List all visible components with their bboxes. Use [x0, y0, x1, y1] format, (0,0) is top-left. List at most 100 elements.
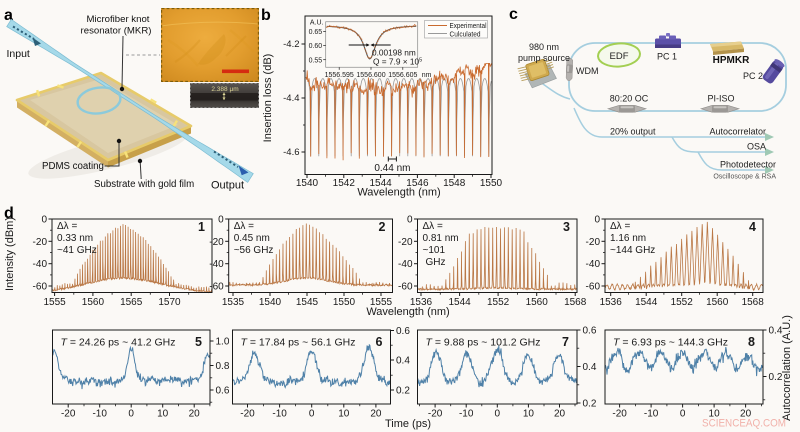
svg-text:Δλ =: Δλ = — [610, 221, 630, 232]
svg-text:10: 10 — [523, 409, 535, 420]
svg-text:1544: 1544 — [635, 297, 658, 308]
svg-text:20: 20 — [189, 409, 201, 420]
svg-text:HPMKR: HPMKR — [713, 55, 750, 66]
svg-text:a: a — [4, 7, 13, 24]
svg-text:0.2: 0.2 — [396, 386, 410, 397]
svg-text:-40: -40 — [586, 259, 601, 270]
svg-text:10: 10 — [157, 409, 169, 420]
svg-text:10: 10 — [338, 409, 350, 420]
svg-text:0.81 nm: 0.81 nm — [423, 233, 459, 244]
svg-text:-4.2: -4.2 — [283, 39, 299, 50]
svg-text:-60: -60 — [398, 282, 413, 293]
svg-text:80:20 OC: 80:20 OC — [610, 94, 649, 104]
svg-text:1545: 1545 — [296, 297, 319, 308]
svg-text:Microfiber knot: Microfiber knot — [87, 14, 150, 25]
svg-text:1556.595: 1556.595 — [325, 72, 354, 79]
svg-text:20: 20 — [554, 409, 566, 420]
svg-text:1555: 1555 — [43, 297, 66, 308]
svg-text:0.55: 0.55 — [309, 57, 323, 64]
svg-text:~41 GHz: ~41 GHz — [57, 245, 97, 256]
svg-text:0.65: 0.65 — [309, 29, 323, 36]
svg-text:1552: 1552 — [671, 297, 694, 308]
svg-text:1556.605: 1556.605 — [388, 72, 417, 79]
svg-text:0.44 nm: 0.44 nm — [374, 163, 410, 174]
svg-text:OSA: OSA — [747, 142, 766, 152]
svg-text:c: c — [509, 6, 518, 23]
svg-text:1555: 1555 — [370, 297, 393, 308]
svg-text:1560: 1560 — [82, 297, 105, 308]
svg-text:-20: -20 — [33, 237, 48, 248]
svg-text:1542: 1542 — [333, 178, 356, 189]
svg-text:1: 1 — [198, 220, 205, 234]
svg-text:Time (ps): Time (ps) — [385, 418, 431, 430]
svg-text:Intensity (dBm): Intensity (dBm) — [4, 217, 16, 291]
svg-text:20: 20 — [740, 409, 752, 420]
svg-text:0: 0 — [594, 215, 600, 226]
svg-text:10: 10 — [709, 409, 721, 420]
svg-text:PI-ISO: PI-ISO — [707, 94, 734, 104]
svg-text:Input: Input — [7, 48, 30, 60]
svg-text:Insertion loss (dB): Insertion loss (dB) — [262, 54, 274, 143]
svg-text:Autocorrelation (A.U.): Autocorrelation (A.U.) — [781, 315, 793, 421]
svg-text:1.16 nm: 1.16 nm — [610, 233, 646, 244]
svg-text:PDMS coating: PDMS coating — [42, 161, 104, 172]
svg-text:8: 8 — [748, 335, 755, 349]
svg-text:SCIENCEAQ.COM: SCIENCEAQ.COM — [702, 418, 786, 430]
svg-text:-60: -60 — [209, 282, 224, 293]
svg-text:0: 0 — [680, 409, 686, 420]
svg-text:1546: 1546 — [406, 178, 429, 189]
svg-text:~144 GHz: ~144 GHz — [610, 245, 655, 256]
svg-text:0.45 nm: 0.45 nm — [234, 233, 270, 244]
svg-text:Substrate with gold film: Substrate with gold film — [94, 179, 194, 190]
svg-text:-20: -20 — [398, 237, 413, 248]
svg-text:-4.6: -4.6 — [283, 147, 299, 158]
svg-text:-10: -10 — [459, 409, 474, 420]
svg-text:0.00198 nm: 0.00198 nm — [372, 48, 416, 58]
svg-text:-10: -10 — [272, 409, 287, 420]
svg-text:1540: 1540 — [259, 297, 282, 308]
svg-text:-40: -40 — [398, 259, 413, 270]
svg-text:Autocorrelator: Autocorrelator — [709, 127, 766, 137]
svg-text:1568: 1568 — [564, 297, 587, 308]
svg-text:6: 6 — [376, 335, 383, 349]
svg-text:0.4: 0.4 — [769, 326, 783, 337]
svg-text:Photodetector: Photodetector — [720, 160, 776, 170]
svg-text:T = 24.26 ps ~ 41.2 GHz: T = 24.26 ps ~ 41.2 GHz — [61, 337, 176, 349]
svg-text:2: 2 — [379, 220, 386, 234]
svg-text:0.4: 0.4 — [396, 356, 410, 367]
svg-text:20% output: 20% output — [610, 127, 656, 137]
svg-text:-4.4: -4.4 — [283, 93, 299, 104]
svg-text:0.4: 0.4 — [583, 362, 597, 373]
svg-text:0: 0 — [407, 215, 413, 226]
svg-text:b: b — [261, 7, 271, 24]
svg-text:0.6: 0.6 — [396, 326, 410, 337]
svg-text:1570: 1570 — [158, 297, 181, 308]
svg-text:-20: -20 — [240, 409, 255, 420]
svg-text:-20: -20 — [586, 237, 601, 248]
svg-text:980 nm: 980 nm — [529, 42, 559, 52]
svg-text:-40: -40 — [209, 259, 224, 270]
svg-text:-20: -20 — [428, 409, 443, 420]
svg-text:A.U.: A.U. — [310, 20, 324, 27]
svg-text:-40: -40 — [33, 259, 48, 270]
svg-text:5: 5 — [195, 335, 202, 349]
svg-text:1560: 1560 — [706, 297, 729, 308]
svg-text:0.6: 0.6 — [216, 386, 230, 397]
svg-text:0: 0 — [495, 409, 501, 420]
svg-text:~56 GHz: ~56 GHz — [234, 245, 274, 256]
svg-text:0.2: 0.2 — [769, 372, 783, 383]
svg-text:-10: -10 — [644, 409, 659, 420]
svg-text:Q = 7.9 × 105: Q = 7.9 × 105 — [373, 57, 422, 67]
svg-text:0.8: 0.8 — [216, 361, 230, 372]
svg-text:4: 4 — [749, 220, 756, 234]
svg-text:0: 0 — [128, 409, 134, 420]
svg-text:WDM: WDM — [576, 66, 599, 76]
svg-text:T = 6.93 ps ~ 144.3 GHz: T = 6.93 ps ~ 144.3 GHz — [613, 337, 728, 349]
svg-text:0.33 nm: 0.33 nm — [57, 233, 93, 244]
svg-text:0: 0 — [309, 409, 315, 420]
svg-text:1.0: 1.0 — [216, 337, 230, 348]
svg-text:1544: 1544 — [448, 297, 471, 308]
svg-text:pump source: pump source — [518, 53, 570, 63]
svg-text:-20: -20 — [61, 409, 76, 420]
svg-text:1560: 1560 — [526, 297, 549, 308]
